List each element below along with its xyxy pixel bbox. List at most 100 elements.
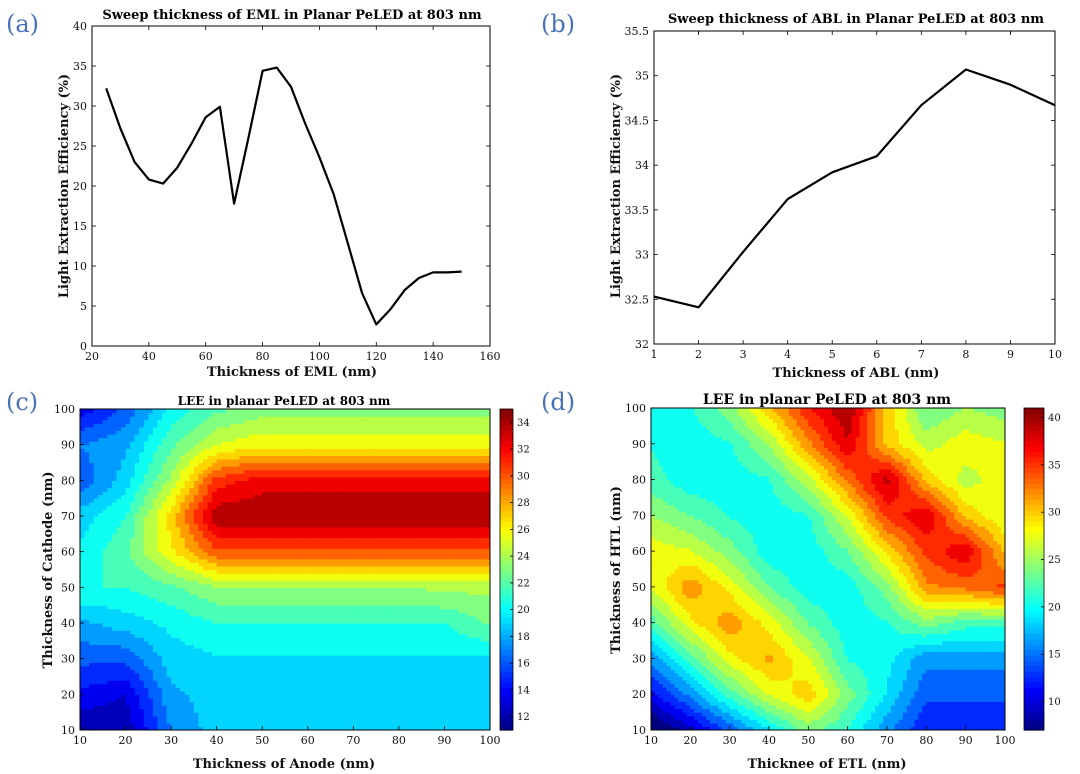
contour-cell: [175, 644, 181, 649]
contour-cell: [162, 712, 168, 717]
contour-cell: [394, 697, 400, 703]
contour-cell: [444, 587, 450, 592]
contour-cell: [275, 548, 282, 553]
contour-cell: [203, 576, 209, 581]
contour-cell: [476, 612, 482, 617]
contour-cell: [312, 676, 318, 681]
contour-cell: [426, 669, 432, 674]
contour-cell: [444, 630, 450, 635]
contour-cell: [298, 569, 304, 574]
contour-cell: [412, 594, 418, 599]
contour-cell: [207, 701, 213, 706]
contour-cell: [362, 608, 368, 613]
contour-cell: [162, 537, 168, 542]
contour-cell: [152, 544, 159, 549]
contour-cell: [394, 537, 400, 542]
contour-cell: [394, 665, 400, 670]
contour-cell: [275, 612, 282, 617]
contour-cell: [485, 594, 490, 599]
contour-cell: [130, 708, 136, 713]
contour-cell: [421, 562, 427, 567]
contour-cell: [244, 687, 250, 692]
contour-cell: [453, 701, 459, 706]
contour-cell: [339, 551, 345, 556]
contour-cell: [417, 637, 423, 642]
contour-cell: [130, 587, 136, 592]
y-tick-label: 34: [635, 159, 649, 172]
contour-cell: [121, 590, 127, 596]
contour-cell: [121, 705, 127, 710]
contour-cell: [312, 544, 318, 549]
contour-cell: [348, 580, 354, 585]
contour-cell: [253, 630, 259, 635]
contour-cell: [98, 690, 104, 695]
contour-cell: [435, 687, 441, 692]
contour-cell: [471, 623, 477, 628]
contour-cell: [439, 687, 446, 692]
contour-cell: [203, 662, 209, 667]
contour-cell: [230, 669, 236, 674]
contour-cell: [453, 605, 459, 610]
contour-cell: [421, 637, 427, 642]
contour-cell: [376, 630, 382, 635]
contour-cell: [316, 640, 323, 645]
contour-cell: [239, 590, 245, 596]
contour-cell: [357, 726, 364, 730]
contour-cell: [216, 598, 222, 603]
contour-cell: [444, 676, 450, 681]
contour-cell: [412, 540, 418, 546]
contour-cell: [130, 623, 136, 628]
contour-cell: [426, 555, 432, 560]
contour-cell: [248, 594, 254, 599]
contour-cell: [234, 601, 241, 606]
contour-cell: [193, 573, 200, 578]
contour-cell: [439, 644, 446, 649]
contour-cell: [130, 647, 136, 653]
contour-cell: [312, 605, 318, 610]
contour-cell: [430, 558, 436, 563]
contour-cell: [143, 697, 149, 703]
contour-cell: [321, 576, 327, 581]
contour-cell: [139, 672, 145, 678]
contour-cell: [316, 651, 323, 656]
contour-cell: [408, 548, 414, 553]
contour-cell: [298, 540, 304, 546]
contour-cell: [139, 651, 145, 656]
contour-cell: [257, 540, 263, 546]
contour-cell: [193, 590, 200, 596]
contour-cell: [198, 665, 204, 670]
contour-cell: [476, 630, 482, 635]
contour-cell: [303, 558, 309, 563]
contour-cell: [266, 658, 272, 663]
contour-cell: [348, 551, 354, 556]
contour-cell: [430, 587, 436, 592]
contour-cell: [152, 708, 159, 713]
contour-cell: [316, 694, 323, 699]
contour-cell: [344, 608, 350, 613]
contour-cell: [216, 619, 222, 624]
contour-cell: [157, 687, 163, 692]
contour-cell: [471, 712, 477, 717]
contour-cell: [134, 726, 140, 730]
contour-cell: [467, 576, 473, 581]
contour-cell: [385, 665, 391, 670]
contour-cell: [184, 594, 190, 599]
contour-cell: [134, 590, 140, 596]
contour-cell: [198, 583, 204, 588]
contour-cell: [230, 555, 236, 560]
contour-cell: [335, 623, 341, 628]
contour-cell: [294, 555, 300, 560]
contour-cell: [248, 587, 254, 592]
contour-cell: [458, 690, 464, 695]
contour-cell: [471, 544, 477, 549]
contour-cell: [148, 676, 154, 681]
contour-cell: [357, 722, 364, 728]
contour-cell: [467, 605, 473, 610]
contour-cell: [335, 537, 341, 542]
contour-cell: [203, 722, 209, 728]
contour-cell: [462, 626, 468, 631]
contour-cell: [348, 590, 354, 596]
contour-cell: [326, 647, 332, 653]
contour-cell: [116, 605, 122, 610]
